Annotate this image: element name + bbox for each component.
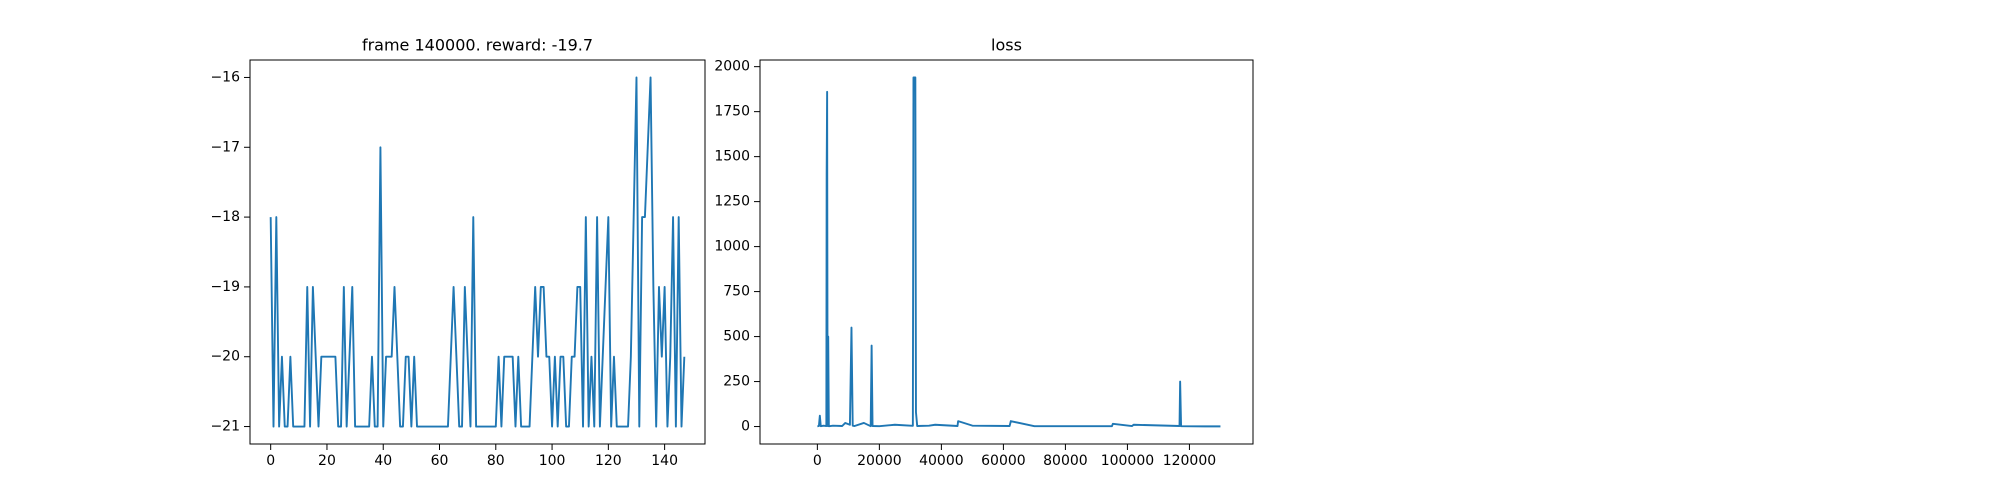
y-tick-label: 1000 xyxy=(714,239,750,255)
axes-frame xyxy=(249,59,706,445)
y-tick-label: 250 xyxy=(723,374,750,390)
x-tick-label: 80000 xyxy=(1043,453,1088,469)
y-tick-label: 1750 xyxy=(714,104,750,120)
chart-title: frame 140000. reward: -19.7 xyxy=(362,36,593,55)
x-tick-label: 20000 xyxy=(857,453,902,469)
x-tick-label: 40 xyxy=(374,453,392,469)
y-tick-label: 750 xyxy=(723,284,750,300)
y-tick-label: 2000 xyxy=(714,59,750,75)
x-tick-label: 0 xyxy=(266,453,275,469)
x-tick-label: 60000 xyxy=(981,453,1026,469)
y-tick-label: −17 xyxy=(210,139,240,155)
y-tick-label: 500 xyxy=(723,329,750,345)
y-tick-label: 0 xyxy=(741,419,750,435)
data-line xyxy=(269,76,686,428)
x-tick-label: 40000 xyxy=(919,453,964,469)
axes-frame xyxy=(759,59,1254,445)
y-tick-label: −18 xyxy=(210,209,240,225)
x-tick-label: 80 xyxy=(487,453,505,469)
y-tick-label: 1500 xyxy=(714,149,750,165)
y-tick-label: −20 xyxy=(210,349,240,365)
x-tick-label: 20 xyxy=(318,453,336,469)
y-tick-label: −16 xyxy=(210,69,240,85)
y-tick-label: −19 xyxy=(210,279,240,295)
data-line xyxy=(817,76,1221,428)
x-tick-label: 100000 xyxy=(1101,453,1154,469)
y-tick-label: −21 xyxy=(210,419,240,435)
x-tick-label: 120 xyxy=(595,453,622,469)
x-tick-label: 120000 xyxy=(1163,453,1216,469)
x-tick-label: 140 xyxy=(651,453,678,469)
y-tick-label: 1250 xyxy=(714,194,750,210)
chart-title: loss xyxy=(991,36,1022,55)
x-tick-label: 100 xyxy=(539,453,566,469)
x-tick-label: 0 xyxy=(813,453,822,469)
x-tick-label: 60 xyxy=(431,453,449,469)
